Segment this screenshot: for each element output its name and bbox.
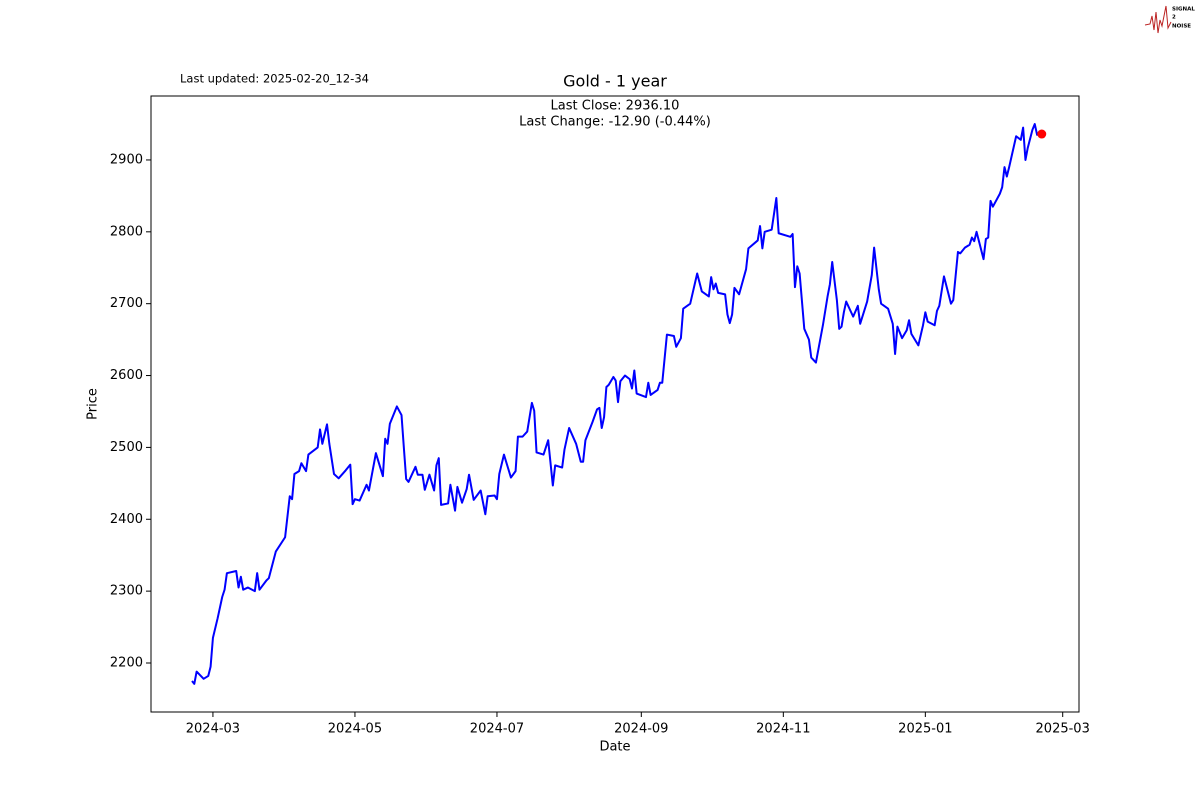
logo-text: 2: [1172, 15, 1176, 21]
logo-wave: [1144, 5, 1172, 34]
x-tick-label: 2024-09: [614, 722, 668, 737]
y-tick-label: 2700: [110, 296, 143, 311]
y-axis-label: Price: [86, 388, 101, 420]
logo-text: SIGNAL: [1172, 7, 1195, 13]
x-tick-label: 2025-01: [898, 722, 952, 737]
annotation: Last Close: 2936.10: [551, 99, 680, 114]
annotation: Last Change: -12.90 (-0.44%): [519, 115, 711, 130]
logo: SIGNAL 2 NOISE: [1144, 5, 1195, 34]
plot-frame: [150, 95, 1080, 713]
x-tick-label: 2025-03: [1036, 722, 1090, 737]
y-tick-label: 2900: [110, 152, 143, 167]
y-tick-label: 2300: [110, 584, 143, 599]
y-tick-label: 2400: [110, 512, 143, 527]
x-tick-label: 2024-11: [756, 722, 810, 737]
x-tick-label: 2024-05: [328, 722, 382, 737]
updated-note: Last updated: 2025-02-20_12-34: [180, 72, 369, 86]
last-point: [1037, 129, 1047, 139]
y-tick-label: 2800: [110, 224, 143, 239]
x-tick-label: 2024-03: [186, 722, 240, 737]
x-axis-label: Date: [599, 740, 630, 755]
y-tick-label: 2500: [110, 440, 143, 455]
x-tick-label: 2024-07: [470, 722, 524, 737]
y-tick-label: 2600: [110, 368, 143, 383]
price-line: [191, 123, 1042, 685]
chart-title: Gold - 1 year: [563, 72, 667, 91]
logo-text: NOISE: [1172, 24, 1191, 30]
y-tick-label: 2200: [110, 655, 143, 670]
